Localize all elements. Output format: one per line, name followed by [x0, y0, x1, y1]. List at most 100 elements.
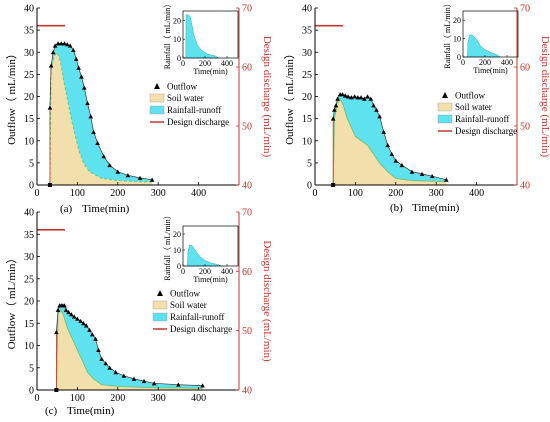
inset-x-tick-label: 400 [221, 59, 233, 68]
x-axis-label: Time(min) [67, 405, 115, 417]
y2-tick-label: 60 [520, 63, 530, 74]
inset-frame [462, 10, 519, 58]
inset-x-tick-label: 400 [221, 267, 233, 276]
outflow-point [176, 382, 181, 387]
inset-x-tick-label: 200 [199, 267, 211, 276]
outflow-point [91, 129, 96, 134]
outflow-point [409, 169, 415, 174]
outflow-point [125, 173, 131, 178]
y2-tick-label: 40 [520, 181, 530, 192]
outflow-point [96, 347, 101, 352]
soil-water-area [56, 309, 203, 390]
inset-y-axis-label: Rainfall（ mL/min） [163, 0, 172, 69]
x-tick-label: 300 [151, 188, 166, 199]
outflow-point [83, 323, 89, 328]
inset-y-tick-label: 10 [453, 35, 461, 44]
outflow-point [62, 41, 67, 46]
rainfall-runoff-area [333, 94, 447, 185]
y-tick-label: 30 [302, 48, 312, 59]
y2-axis-label: Design discharge (mL/min) [261, 36, 273, 158]
y-tick-label: 35 [24, 26, 34, 37]
x-tick-label: 200 [388, 188, 403, 199]
outflow-point [335, 96, 340, 101]
y-tick-label: 20 [24, 297, 34, 308]
outflow-point [55, 307, 61, 312]
legend-rainfall-runoff-swatch [152, 312, 168, 322]
inset-y-tick-label: 0 [177, 54, 181, 63]
soil-water-boundary [49, 51, 153, 186]
panel-caption: (a) [60, 203, 73, 215]
y-tick-label: 30 [24, 48, 34, 59]
outflow-point [58, 41, 64, 46]
y-tick-label: 10 [24, 341, 34, 352]
outflow-point [55, 41, 61, 46]
legend-soil-water-label: Soil water [455, 102, 492, 112]
x-tick-label: 400 [469, 188, 484, 199]
legend-outflow-label: Outflow [170, 289, 200, 299]
outflow-point [385, 142, 391, 148]
y-axis-label: Outflow（ mL/min） [283, 48, 296, 145]
y2-tick-label: 60 [242, 267, 252, 278]
legend-design-discharge-label: Design discharge [170, 324, 232, 334]
outflow-point [141, 378, 147, 384]
outflow-point [65, 42, 70, 47]
outflow-point [149, 177, 155, 182]
legend-rainfall-runoff-swatch [149, 105, 165, 115]
outflow-point [71, 47, 76, 53]
outflow-point [429, 173, 435, 179]
outflow-point [332, 107, 337, 112]
legend-outflow-label: Outflow [167, 82, 197, 92]
legend-soil-water-label: Soil water [170, 300, 207, 310]
rainfall-runoff-area [56, 305, 203, 390]
outflow-point [377, 114, 382, 119]
legend-outflow-marker [154, 83, 160, 89]
y2-tick-label: 50 [242, 122, 252, 133]
x-tick-label: 0 [35, 188, 40, 199]
outflow-point [355, 95, 361, 100]
inset-rainfall-area [183, 244, 223, 267]
x-tick-label: 400 [191, 188, 206, 199]
legend-design-discharge-label: Design discharge [167, 117, 229, 127]
y-tick-label: 20 [302, 92, 312, 103]
outflow-point [361, 96, 367, 101]
inset-y-tick-label: 0 [457, 53, 461, 62]
outflow-point [93, 336, 98, 341]
y-tick-label: 5 [29, 363, 34, 374]
legend-outflow-marker [157, 290, 163, 296]
inset-frame [182, 10, 239, 59]
outflow-point [333, 103, 339, 108]
inset-x-tick-label: 0 [181, 267, 185, 276]
outflow-point [107, 365, 113, 370]
y-tick-label: 35 [302, 26, 312, 37]
soil-water-boundary [332, 97, 447, 186]
x-axis-label: Time(min) [412, 202, 460, 214]
outflow-point [50, 50, 56, 55]
legend-soil-water-swatch [152, 300, 168, 310]
y-tick-label: 0 [307, 181, 312, 192]
legend-outflow-marker [442, 92, 448, 98]
x-tick-label: 100 [70, 188, 85, 199]
outflow-point [365, 94, 370, 99]
outflow-point [73, 56, 79, 61]
outflow-point [137, 175, 143, 180]
y-tick-label: 10 [24, 136, 34, 147]
legend-rainfall-runoff-label: Rainfall-runoff [455, 114, 509, 124]
y2-tick-label: 70 [242, 4, 252, 15]
y-tick-label: 40 [24, 208, 34, 219]
outflow-point [78, 318, 83, 324]
rainfall-runoff-area [49, 43, 153, 186]
x-tick-label: 200 [110, 393, 125, 404]
y-tick-label: 5 [307, 158, 312, 169]
outflow-point [47, 105, 53, 110]
inset-rainfall-area [183, 14, 221, 59]
outflow-point [113, 370, 119, 375]
outflow-point [399, 162, 405, 168]
x-tick-label: 0 [35, 393, 40, 404]
x-tick-label: 100 [348, 188, 363, 199]
y-tick-label: 10 [302, 136, 312, 147]
inset-x-tick-label: 0 [181, 59, 185, 68]
inset-y-tick-label: 10 [173, 35, 181, 44]
